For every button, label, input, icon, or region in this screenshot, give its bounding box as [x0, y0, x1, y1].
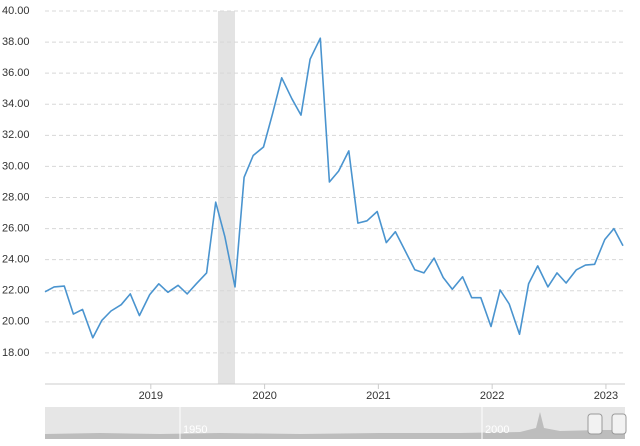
y-tick-label: 18.00	[2, 347, 30, 359]
y-tick-label: 24.00	[2, 254, 30, 266]
y-tick-label: 38.00	[2, 36, 30, 48]
x-tick-label: 2020	[252, 390, 276, 402]
y-tick-label: 22.00	[2, 285, 30, 297]
x-tick-label: 2023	[594, 390, 618, 402]
navigator-label: 1950	[183, 424, 207, 436]
y-tick-label: 28.00	[2, 191, 30, 203]
navigator[interactable]: 1950 2000	[45, 407, 627, 439]
y-tick-label: 26.00	[2, 222, 30, 234]
y-tick-label: 32.00	[2, 129, 30, 141]
x-tick-label: 2021	[366, 390, 390, 402]
y-tick-label: 40.00	[2, 5, 30, 17]
x-tick-label: 2022	[480, 390, 504, 402]
y-tick-label: 34.00	[2, 98, 30, 110]
x-tick-label: 2019	[139, 390, 163, 402]
navigator-handle[interactable]	[611, 413, 627, 435]
data-line	[44, 37, 624, 339]
y-tick-label: 20.00	[2, 316, 30, 328]
y-tick-label: 30.00	[2, 160, 30, 172]
navigator-label: 2000	[485, 424, 509, 436]
navigator-series	[45, 412, 625, 439]
y-tick-label: 36.00	[2, 67, 30, 79]
navigator-handle[interactable]	[587, 413, 603, 435]
